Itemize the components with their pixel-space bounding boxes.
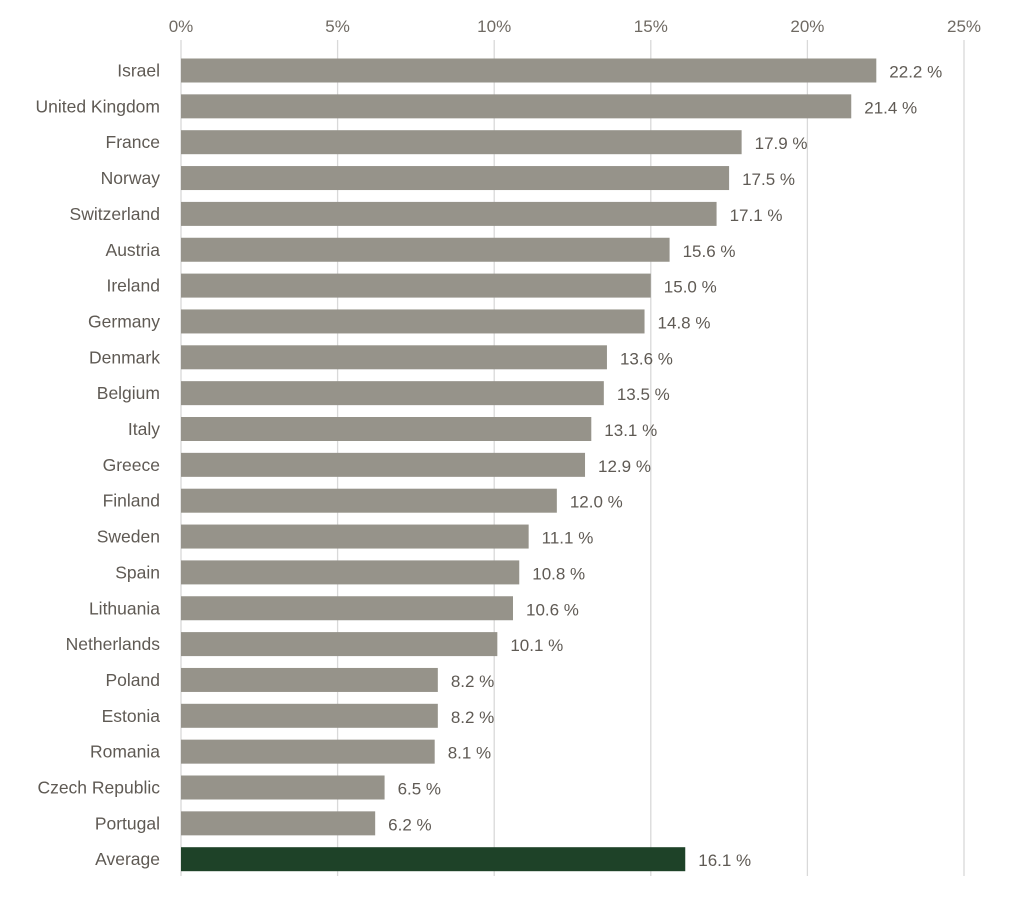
bar	[181, 273, 651, 298]
category-label: Belgium	[97, 383, 160, 403]
data-label: 10.8 %	[532, 564, 585, 583]
data-labels: 22.2 % 21.4 % 17.9 % 17.5 % 17.1 % 15.6 % 15.0…	[388, 63, 942, 871]
bar	[181, 452, 586, 477]
category-label: Germany	[88, 311, 160, 331]
bar	[181, 775, 385, 800]
data-label: 16.1 %	[698, 851, 751, 870]
category-label: Spain	[115, 562, 160, 582]
data-label: 13.6 %	[620, 349, 673, 368]
x-tick-label: 20%	[790, 17, 824, 36]
data-label: 14.8 %	[658, 313, 711, 332]
bar	[181, 560, 520, 585]
data-label: 13.5 %	[617, 385, 670, 404]
category-label: Poland	[106, 670, 161, 690]
bar	[181, 703, 438, 728]
bar	[181, 309, 645, 334]
category-label: Romania	[90, 742, 160, 762]
data-label: 10.1 %	[510, 636, 563, 655]
data-label: 15.6 %	[683, 242, 736, 261]
category-label: United Kingdom	[35, 96, 160, 116]
data-label: 6.5 %	[398, 780, 441, 799]
category-label: Israel	[117, 61, 160, 81]
bar	[181, 667, 438, 692]
data-label: 8.1 %	[448, 744, 491, 763]
category-label: Ireland	[106, 276, 160, 296]
category-label: Austria	[106, 240, 161, 260]
category-label: Netherlands	[66, 634, 161, 654]
data-label: 17.5 %	[742, 170, 795, 189]
category-label: Norway	[101, 168, 161, 188]
category-label: Estonia	[102, 706, 161, 726]
data-label: 11.1 %	[542, 529, 594, 548]
data-label: 10.6 %	[526, 600, 579, 619]
data-label: 8.2 %	[451, 672, 494, 691]
bar	[181, 237, 670, 262]
data-label: 22.2 %	[889, 63, 942, 82]
category-label: France	[106, 132, 160, 152]
bar	[181, 381, 604, 406]
x-tick-label: 10%	[477, 17, 511, 36]
data-label: 12.0 %	[570, 493, 623, 512]
category-label: Sweden	[97, 527, 160, 547]
category-label: Czech Republic	[37, 778, 160, 798]
category-label: Italy	[128, 419, 160, 439]
data-label: 17.9 %	[755, 134, 808, 153]
category-label: Lithuania	[89, 598, 160, 618]
x-axis-ticks: 0% 5% 10% 15% 20% 25%	[169, 17, 981, 36]
x-tick-label: 0%	[169, 17, 194, 36]
category-label: Average	[95, 849, 160, 869]
bar	[181, 201, 717, 226]
bar	[181, 524, 529, 549]
category-label: Denmark	[89, 347, 160, 367]
bar	[181, 596, 513, 621]
bar	[181, 130, 742, 155]
bar	[181, 94, 852, 119]
data-label: 17.1 %	[730, 206, 783, 225]
bar	[181, 811, 376, 836]
category-label: Greece	[103, 455, 160, 475]
category-label: Portugal	[95, 813, 160, 833]
x-tick-label: 15%	[634, 17, 668, 36]
data-label: 13.1 %	[604, 421, 657, 440]
bar	[181, 739, 435, 764]
bar	[181, 417, 592, 441]
data-label: 15.0 %	[664, 278, 717, 297]
category-labels: Israel United Kingdom France Norway Switzerl…	[35, 61, 160, 870]
category-label: Finland	[103, 491, 160, 511]
bar	[181, 488, 557, 513]
bar	[181, 345, 607, 370]
data-label: 8.2 %	[451, 708, 494, 727]
bar	[181, 58, 877, 83]
x-tick-label: 25%	[947, 17, 981, 36]
data-label: 12.9 %	[598, 457, 651, 476]
category-label: Switzerland	[70, 204, 160, 224]
data-label: 6.2 %	[388, 815, 431, 834]
bar	[181, 166, 730, 191]
bar	[181, 632, 498, 657]
data-label: 21.4 %	[864, 98, 917, 117]
bars	[181, 58, 877, 872]
bar-average	[181, 847, 686, 872]
x-tick-label: 5%	[325, 17, 350, 36]
